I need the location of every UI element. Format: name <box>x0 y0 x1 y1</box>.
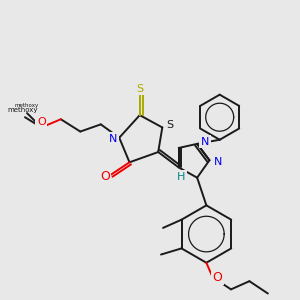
Text: O: O <box>213 271 223 284</box>
Text: N: N <box>214 157 222 167</box>
Text: O: O <box>100 170 110 183</box>
Text: S: S <box>166 120 173 130</box>
Text: methoxy: methoxy <box>15 103 39 108</box>
Text: S: S <box>136 83 143 94</box>
Text: H: H <box>177 172 185 182</box>
Text: N: N <box>109 134 117 144</box>
Text: methoxy: methoxy <box>8 107 38 113</box>
Text: O: O <box>37 117 46 127</box>
Text: N: N <box>201 137 209 147</box>
